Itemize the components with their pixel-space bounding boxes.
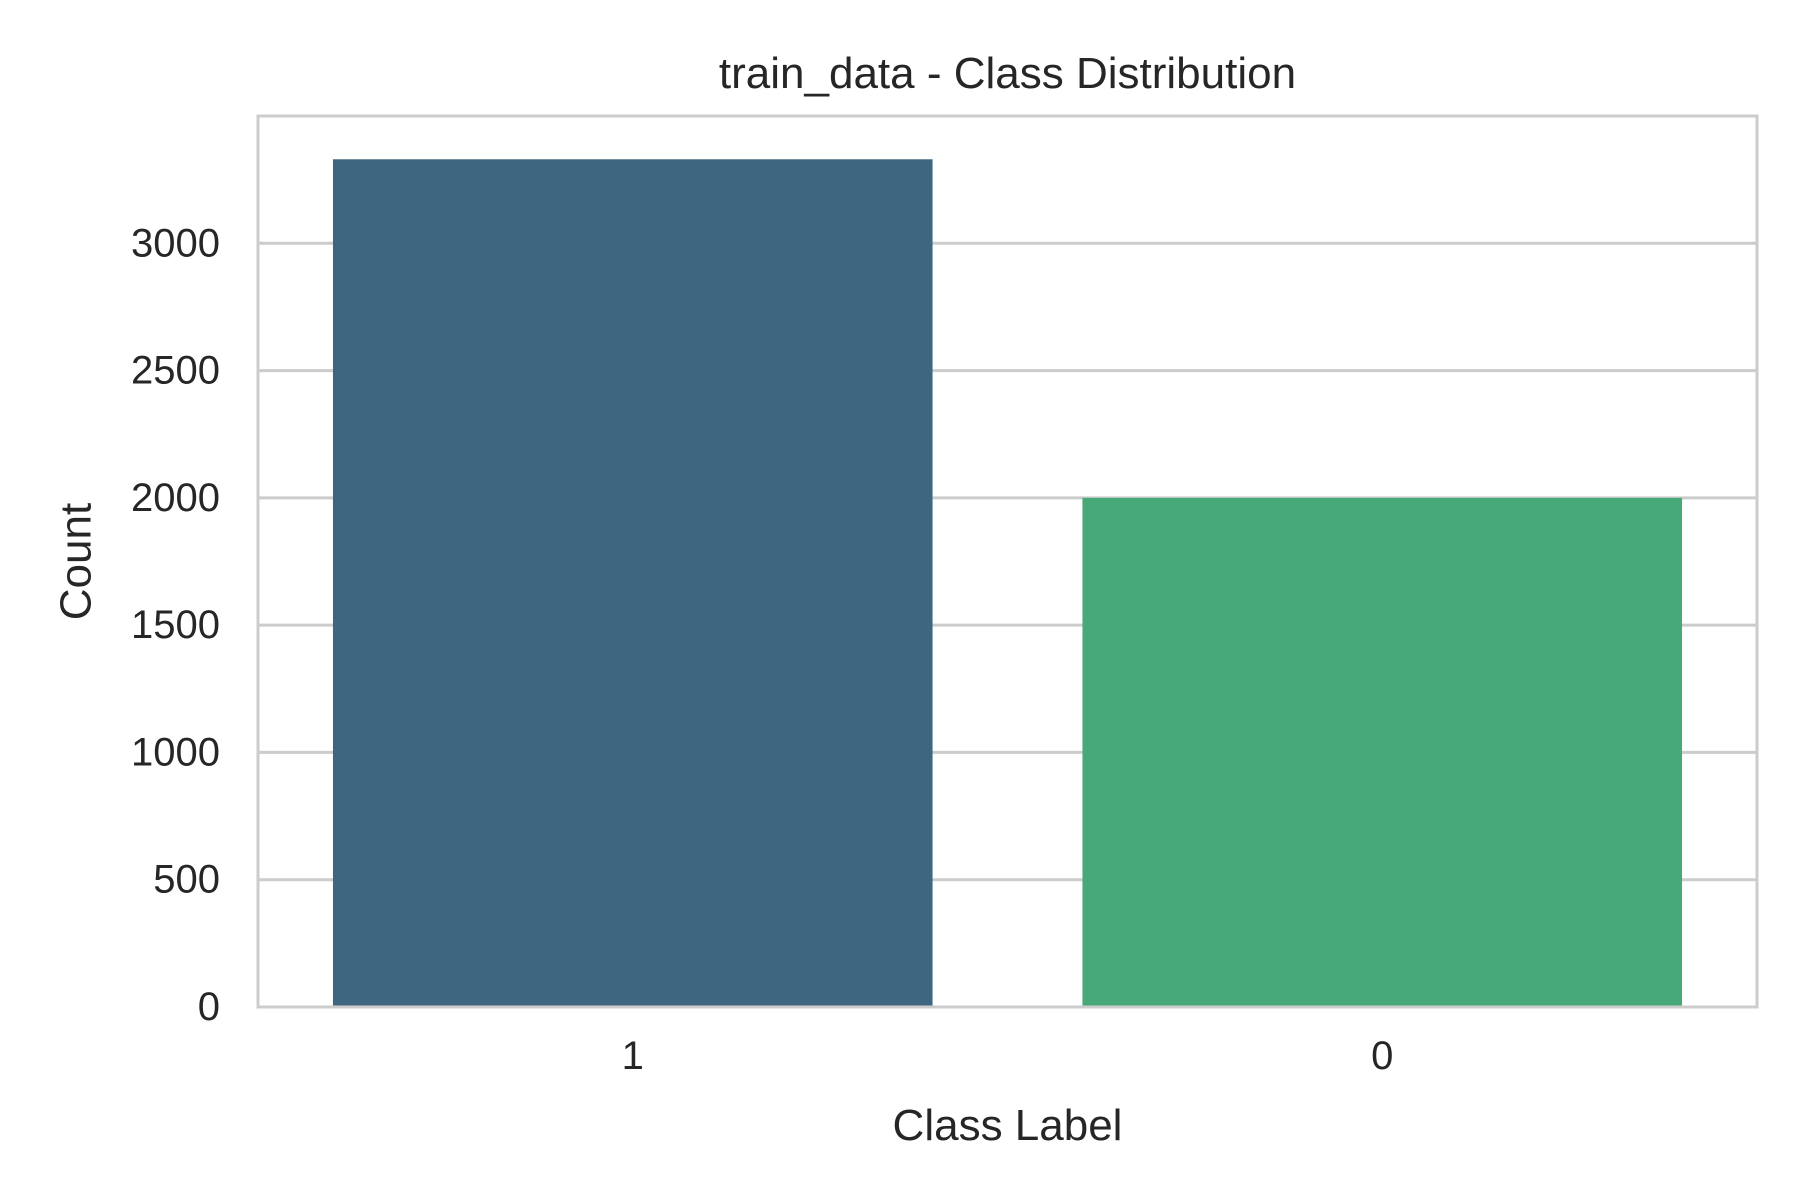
bars-layer bbox=[332, 159, 1683, 1007]
bar-1 bbox=[332, 159, 933, 1007]
y-tick-label: 1000 bbox=[131, 730, 220, 774]
y-tick-labels: 0 500 1000 1500 2000 2500 3000 bbox=[131, 221, 220, 1029]
y-axis-label: Count bbox=[52, 503, 101, 620]
y-tick-label: 3000 bbox=[131, 221, 220, 265]
y-tick-label: 500 bbox=[153, 858, 220, 902]
x-axis-label: Class Label bbox=[893, 1101, 1123, 1150]
x-tick-label: 1 bbox=[622, 1034, 644, 1078]
y-tick-label: 1500 bbox=[131, 603, 220, 647]
chart-title: train_data - Class Distribution bbox=[719, 49, 1296, 98]
y-tick-label: 0 bbox=[198, 985, 220, 1029]
x-tick-label: 0 bbox=[1371, 1034, 1393, 1078]
plot-frame bbox=[256, 114, 1759, 1009]
y-tick-label: 2000 bbox=[131, 476, 220, 520]
y-tick-label: 2500 bbox=[131, 349, 220, 393]
bar-0 bbox=[1082, 497, 1683, 1007]
